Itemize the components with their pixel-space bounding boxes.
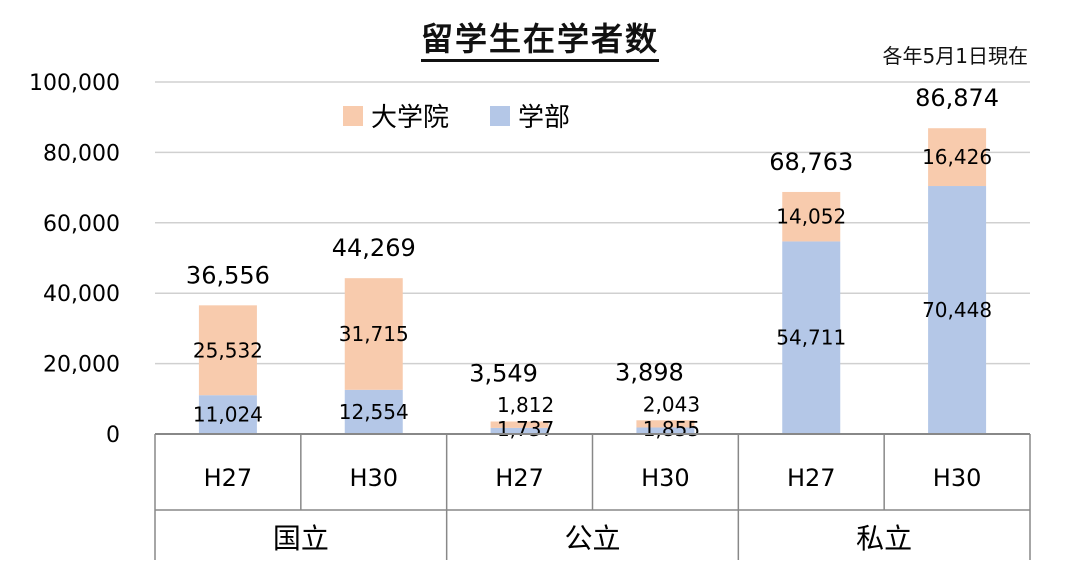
data-label-gakubu: 70,448 <box>922 298 992 322</box>
group-label: 公立 <box>564 522 620 555</box>
x-tick-label: H30 <box>349 464 398 492</box>
y-tick-label: 40,000 <box>43 282 120 307</box>
data-label-gakubu: 1,855 <box>643 417 700 441</box>
data-label-daigakuin: 25,532 <box>193 338 263 362</box>
bar-segment-gakubu <box>928 186 987 434</box>
data-label-daigakuin: 1,812 <box>497 393 554 417</box>
y-tick-label: 100,000 <box>29 71 120 96</box>
total-label: 36,556 <box>186 261 270 289</box>
bar-segment-daigakuin <box>344 278 403 390</box>
bar-segment-gakubu <box>490 427 549 434</box>
group-label: 国立 <box>273 522 329 555</box>
data-label-gakubu: 54,711 <box>776 326 846 350</box>
x-tick-label: H27 <box>204 464 253 492</box>
y-tick-label: 0 <box>106 423 120 448</box>
legend-swatch <box>343 106 363 126</box>
x-tick-label: H30 <box>641 464 690 492</box>
legend-label: 大学院 <box>371 103 449 133</box>
total-label: 44,269 <box>332 234 416 262</box>
total-label: 3,898 <box>615 358 684 386</box>
bar-segment-daigakuin <box>928 128 987 187</box>
bar-segment-daigakuin <box>490 421 549 428</box>
x-tick-label: H27 <box>787 464 836 492</box>
bar-segment-gakubu <box>782 241 841 434</box>
bars <box>198 128 987 434</box>
group-label: 私立 <box>856 522 912 555</box>
data-label-daigakuin: 31,715 <box>339 322 409 346</box>
total-label: 3,549 <box>469 360 538 388</box>
y-tick-label: 20,000 <box>43 353 120 378</box>
gridlines <box>155 81 1030 365</box>
bar-segment-gakubu <box>636 427 695 434</box>
legend-label: 学部 <box>518 103 570 133</box>
data-label-gakubu: 11,024 <box>193 403 263 427</box>
bar-segment-gakubu <box>198 395 257 434</box>
bar-segment-daigakuin <box>198 305 257 396</box>
bar-segment-daigakuin <box>636 420 695 428</box>
x-tick-label: H30 <box>933 464 982 492</box>
axes: 0 20,000 40,000 60,000 80,000 100,000 H27 H30 H2… <box>29 71 1031 560</box>
legend: 大学院 学部 <box>343 103 570 133</box>
y-tick-label: 80,000 <box>43 141 120 166</box>
x-tick-label: H27 <box>495 464 544 492</box>
data-label-daigakuin: 16,426 <box>922 145 992 169</box>
legend-swatch <box>490 106 510 126</box>
data-label-daigakuin: 14,052 <box>776 205 846 229</box>
data-label-gakubu: 12,554 <box>339 400 409 424</box>
date-note: 各年5月1日現在 <box>882 44 1028 68</box>
bar-segment-daigakuin <box>782 191 841 242</box>
data-label-gakubu: 1,737 <box>497 417 554 441</box>
total-label: 68,763 <box>769 148 853 176</box>
data-label-daigakuin: 2,043 <box>643 392 700 416</box>
total-label: 86,874 <box>915 84 999 112</box>
data-labels: 25,532 11,024 36,556 31,715 12,554 44,269 1,81… <box>186 84 999 441</box>
y-tick-label: 60,000 <box>43 212 120 237</box>
bar-segment-gakubu <box>344 389 403 434</box>
chart-title: 留学生在学者数 <box>0 14 1080 62</box>
